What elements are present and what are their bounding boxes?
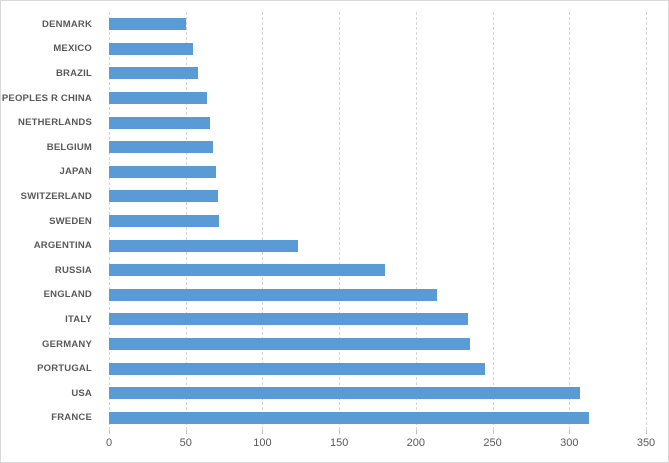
x-axis-tick: [262, 430, 264, 434]
bar: [109, 387, 581, 400]
bar-row: [109, 12, 646, 37]
bars: [109, 12, 646, 430]
category-row: JAPAN: [1, 160, 101, 185]
x-axis-tick: [185, 430, 187, 434]
bar: [109, 239, 298, 252]
bar: [109, 338, 470, 351]
x-axis-tick-label: 350: [636, 437, 656, 449]
x-axis-tick-label: 0: [105, 437, 113, 449]
category-row: NETHERLANDS: [1, 110, 101, 135]
gridline: [569, 12, 571, 430]
category-row: BELGIUM: [1, 135, 101, 160]
category-row: BRAZIL: [1, 61, 101, 86]
bar-row: [109, 61, 646, 86]
gridline: [415, 12, 417, 430]
category-label: RUSSIA: [54, 264, 92, 276]
bar-row: [109, 184, 646, 209]
bar: [109, 190, 218, 203]
category-row: DENMARK: [1, 12, 101, 37]
category-label: BRAZIL: [55, 67, 92, 79]
bar: [109, 67, 198, 80]
bar: [109, 141, 214, 154]
x-axis-tick: [339, 430, 341, 434]
category-row: GERMANY: [1, 332, 101, 357]
category-row: MEXICO: [1, 37, 101, 62]
x-axis-tick-label: 200: [406, 437, 426, 449]
x-axis-ticks: [109, 430, 647, 434]
category-label: USA: [71, 387, 92, 399]
category-row: ENGLAND: [1, 283, 101, 308]
bar: [109, 18, 186, 31]
bar-row: [109, 86, 646, 111]
bar-row: [109, 135, 646, 160]
category-row: ITALY: [1, 307, 101, 332]
bar-row: [109, 258, 646, 283]
bar: [109, 92, 208, 105]
category-label: SWEDEN: [49, 215, 92, 227]
bar-row: [109, 37, 646, 62]
category-label: NETHERLANDS: [18, 117, 92, 129]
bar-row: [109, 110, 646, 135]
bar: [109, 362, 485, 375]
x-axis-tick-label: 100: [253, 437, 272, 449]
category-label: ENGLAND: [43, 289, 92, 301]
bar-row: [109, 233, 646, 258]
bar-row: [109, 406, 646, 431]
bar-row: [109, 283, 646, 308]
bar-row: [109, 209, 646, 234]
x-axis-tick-label: 150: [329, 437, 349, 449]
category-label: PORTUGAL: [37, 363, 92, 375]
plot-area: [109, 12, 647, 430]
category-label: GERMANY: [42, 338, 92, 350]
gridline: [339, 12, 341, 430]
bar-row: [109, 356, 646, 381]
category-row: USA: [1, 381, 101, 406]
category-label: ARGENTINA: [33, 240, 92, 252]
category-row: ARGENTINA: [1, 233, 101, 258]
x-axis-tick-label: 250: [483, 437, 502, 449]
x-axis-tick-label: 50: [179, 437, 192, 449]
bar-row: [109, 332, 646, 357]
x-axis-tick: [569, 430, 571, 434]
category-row: PORTUGAL: [1, 356, 101, 381]
bar: [109, 313, 469, 326]
category-label: JAPAN: [59, 166, 92, 178]
bar-row: [109, 381, 646, 406]
bar-row: [109, 307, 646, 332]
x-axis-tick-label: 300: [560, 437, 579, 449]
category-axis: DENMARK MEXICO BRAZIL PEOPLES R CHINA NETHER…: [1, 12, 101, 430]
bar: [109, 165, 217, 178]
category-label: PEOPLES R CHINA: [1, 92, 92, 104]
x-axis-tick: [415, 430, 417, 434]
category-label: MEXICO: [53, 43, 92, 55]
bar-row: [109, 160, 646, 185]
category-label: ITALY: [65, 313, 92, 325]
gridline: [492, 12, 494, 430]
bar: [109, 288, 438, 301]
category-row: FRANCE: [1, 406, 101, 431]
bar: [109, 116, 211, 129]
gridline: [646, 12, 647, 430]
bar: [109, 215, 220, 228]
category-row: SWITZERLAND: [1, 184, 101, 209]
x-axis-tick: [646, 430, 647, 434]
bar: [109, 264, 386, 277]
bar: [109, 411, 590, 424]
bar: [109, 42, 194, 55]
category-row: PEOPLES R CHINA: [1, 86, 101, 111]
category-row: RUSSIA: [1, 258, 101, 283]
category-label: BELGIUM: [46, 141, 92, 153]
gridline: [262, 12, 264, 430]
category-label: SWITZERLAND: [20, 190, 92, 202]
category-label: DENMARK: [42, 18, 92, 30]
category-row: SWEDEN: [1, 209, 101, 234]
category-label: FRANCE: [51, 412, 92, 424]
x-axis-tick: [492, 430, 494, 434]
x-axis-labels: 0 50 100 150 200 250 300 350: [105, 437, 655, 451]
x-axis-tick: [109, 430, 110, 434]
